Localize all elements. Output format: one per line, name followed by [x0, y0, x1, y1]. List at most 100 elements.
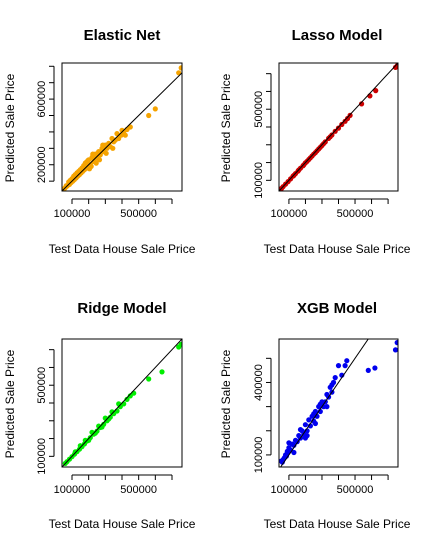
- data-point: [394, 340, 398, 346]
- y-axis-label: Predicted Sale Price: [219, 349, 233, 458]
- data-point: [146, 376, 152, 382]
- x-axis: 100000 500000: [54, 474, 173, 496]
- data-point: [92, 430, 98, 436]
- x-tick-label: 100000: [54, 484, 91, 496]
- y-axis: 100000 500000: [253, 73, 272, 199]
- data-point: [86, 437, 92, 443]
- data-point: [311, 411, 317, 417]
- data-point: [324, 404, 330, 410]
- data-point: [77, 443, 83, 449]
- x-tick-label: 500000: [120, 208, 157, 220]
- plot-frame: [61, 62, 183, 192]
- x-tick-label: 500000: [337, 484, 374, 496]
- data-point: [286, 440, 292, 446]
- data-point: [100, 142, 106, 148]
- x-tick-label: 100000: [271, 208, 308, 220]
- data-point: [335, 125, 342, 131]
- data-point: [119, 127, 125, 133]
- x-axis: 100000 500000: [54, 198, 173, 220]
- data-point: [324, 391, 330, 398]
- data-point: [292, 437, 299, 443]
- data-point: [372, 365, 378, 371]
- reference-line: [279, 63, 398, 191]
- chart-title: Lasso Model: [292, 27, 383, 44]
- x-axis-label: Test Data House Sale Price: [264, 517, 411, 531]
- y-tick-label: 100000: [253, 162, 265, 199]
- y-tick-label: 500000: [36, 367, 48, 404]
- data-point: [297, 427, 304, 433]
- plot-frame: [278, 62, 399, 192]
- data-point: [342, 363, 348, 369]
- reference-line: [62, 339, 182, 467]
- x-axis-label: Test Data House Sale Price: [49, 517, 196, 531]
- y-tick-label: 600000: [36, 81, 48, 118]
- reference-line: [62, 72, 182, 191]
- x-tick-label: 100000: [271, 484, 308, 496]
- reference-line: [280, 339, 369, 467]
- data-point: [124, 396, 130, 402]
- data-point: [332, 375, 338, 381]
- data-point: [392, 347, 398, 353]
- data-point: [373, 88, 379, 94]
- panel-elastic-net: Elastic Net Test Data House Sale Price P…: [3, 27, 196, 256]
- x-axis: 100000 500000: [271, 474, 389, 496]
- data-point: [127, 393, 133, 399]
- chart-title: Elastic Net: [84, 27, 161, 44]
- y-axis-label: Predicted Sale Price: [3, 349, 17, 458]
- y-axis-label: Predicted Sale Price: [3, 73, 17, 182]
- data-point: [176, 344, 182, 350]
- panel-lasso-model: Lasso Model Test Data House Sale Price P…: [219, 27, 411, 256]
- data-point: [93, 160, 99, 166]
- data-point: [312, 420, 318, 427]
- data-point: [110, 145, 116, 151]
- data-point: [72, 449, 78, 455]
- x-tick-label: 500000: [120, 484, 157, 496]
- y-tick-label: 400000: [253, 364, 265, 401]
- x-axis-label: Test Data House Sale Price: [49, 242, 196, 256]
- data-point: [296, 433, 302, 439]
- data-point: [152, 106, 158, 112]
- y-axis: 100000 400000: [253, 357, 272, 474]
- data-point: [159, 369, 165, 375]
- data-point: [86, 166, 93, 172]
- x-axis-label: Test Data House Sale Price: [264, 242, 411, 256]
- data-point: [176, 70, 182, 76]
- data-point: [306, 417, 312, 423]
- data-point: [317, 401, 323, 407]
- data-point: [392, 64, 398, 70]
- data-point: [302, 422, 308, 428]
- x-tick-label: 500000: [337, 208, 374, 220]
- data-point: [103, 150, 109, 156]
- data-point: [109, 409, 115, 415]
- y-axis: 100000 500000: [36, 349, 55, 475]
- panel-xgb-model: XGB Model Test Data House Sale Price Pre…: [219, 300, 411, 531]
- data-point: [106, 416, 112, 422]
- chart-title: XGB Model: [297, 300, 377, 317]
- plot-frame: [278, 338, 399, 468]
- y-tick-label: 100000: [36, 438, 48, 475]
- data-points: [62, 65, 182, 191]
- x-tick-label: 100000: [54, 208, 91, 220]
- data-point: [365, 367, 371, 373]
- data-point: [302, 435, 308, 441]
- plot-frame: [61, 338, 183, 468]
- data-points: [279, 340, 398, 465]
- data-point: [339, 121, 345, 128]
- data-point: [85, 158, 91, 164]
- y-tick-label: 500000: [253, 91, 265, 128]
- data-point: [335, 363, 342, 369]
- data-point: [279, 458, 285, 464]
- panel-ridge-model: Ridge Model Test Data House Sale Price P…: [3, 300, 196, 531]
- data-point: [90, 151, 96, 157]
- x-axis: 100000 500000: [271, 198, 389, 220]
- data-point: [291, 449, 297, 456]
- data-point: [327, 134, 333, 140]
- data-point: [342, 118, 348, 124]
- y-tick-label: 100000: [253, 437, 265, 474]
- data-point: [96, 157, 103, 163]
- data-point: [178, 65, 182, 71]
- chart-title: Ridge Model: [77, 300, 166, 317]
- y-tick-label: 200000: [36, 146, 48, 183]
- y-axis-label: Predicted Sale Price: [219, 73, 233, 182]
